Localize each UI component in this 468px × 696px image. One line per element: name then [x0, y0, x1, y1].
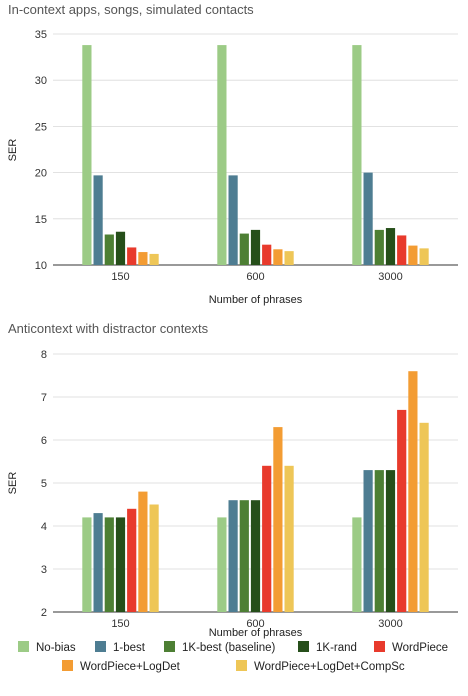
bar [228, 175, 238, 265]
x-axis-label: Number of phrases [209, 627, 303, 639]
chart-1-plot: 10 15 20 25 30 35 SER 150 600 3000 Number of phras… [7, 29, 458, 306]
legend-item-1-best: 1-best [95, 641, 145, 654]
legend-swatch [236, 660, 247, 671]
legend-item-no-bias: No-bias [18, 641, 76, 654]
chart-2-title: Anticontext with distractor contexts [8, 321, 209, 336]
bar [352, 517, 362, 612]
y-axis-label: SER [7, 139, 19, 162]
bar [228, 500, 238, 612]
bar [82, 45, 92, 266]
bar [408, 245, 418, 265]
bar [127, 508, 137, 612]
bar [408, 371, 418, 612]
x-tick-label: 3000 [378, 618, 402, 630]
bar [149, 253, 159, 265]
bar [138, 491, 148, 612]
bar [352, 45, 362, 266]
bar [82, 517, 92, 612]
bar [284, 251, 294, 265]
bar [419, 422, 429, 612]
legend-label: WordPiece [392, 642, 449, 654]
x-tick-label: 150 [111, 618, 129, 630]
y-axis-label: SER [7, 472, 19, 495]
bar [250, 500, 261, 612]
bar [250, 229, 261, 265]
y-tick-label: 4 [41, 521, 47, 533]
legend-label: WordPiece+LogDet+CompSc [254, 661, 405, 673]
bar [374, 470, 384, 612]
legend-label: 1-best [113, 642, 145, 654]
y-tick-label: 5 [41, 478, 47, 490]
x-tick-label: 3000 [378, 271, 402, 283]
legend-label: WordPiece+LogDet [80, 661, 180, 673]
legend-swatch [62, 660, 73, 671]
bar [385, 228, 396, 265]
chart-1-title: In-context apps, songs, simulated contac… [8, 2, 254, 17]
legend-swatch [95, 641, 106, 652]
legend-item-wordpiece: WordPiece [374, 641, 448, 654]
bar [93, 175, 103, 265]
legend-item-wordpiece-logdet-compsc: WordPiece+LogDet+CompSc [236, 660, 405, 673]
bar [115, 517, 126, 612]
y-tick-label: 15 [35, 214, 47, 226]
bar [239, 233, 249, 265]
bar [284, 465, 294, 612]
bar [104, 234, 114, 265]
bar [363, 470, 373, 612]
x-tick-label: 600 [246, 618, 264, 630]
legend-swatch [18, 641, 29, 652]
bar [262, 465, 272, 612]
legend-swatch [164, 641, 175, 652]
y-tick-label: 8 [41, 349, 47, 361]
bar [217, 517, 227, 612]
bar [385, 470, 396, 612]
legend-item-1k-rand: 1K-rand [298, 641, 357, 654]
legend-label: 1K-best (baseline) [182, 642, 276, 654]
legend-label: No-bias [36, 642, 76, 654]
y-tick-label: 10 [35, 260, 47, 272]
legend-item-1k-best: 1K-best (baseline) [164, 641, 275, 654]
legend-label: 1K-rand [316, 642, 357, 654]
y-tick-label: 6 [41, 435, 47, 447]
bar [217, 45, 227, 266]
x-axis-label: Number of phrases [209, 294, 303, 306]
y-tick-label: 35 [35, 29, 47, 41]
bar [397, 235, 407, 265]
x-tick-label: 150 [111, 271, 129, 283]
bar [149, 504, 159, 612]
y-tick-label: 25 [35, 121, 47, 133]
chart-2-plot: 2 3 4 5 6 7 8 SER 150 600 3000 Number of phrases [7, 349, 458, 639]
y-tick-label: 3 [41, 564, 47, 576]
bar [104, 517, 114, 612]
bar [273, 249, 283, 265]
bar [363, 172, 373, 265]
bar [419, 248, 429, 265]
y-tick-label: 7 [41, 392, 47, 404]
bar [262, 244, 272, 265]
y-tick-label: 20 [35, 168, 47, 180]
legend-swatch [298, 641, 309, 652]
legend-swatch [374, 641, 385, 652]
bar [374, 229, 384, 265]
bar [239, 500, 249, 612]
bar [115, 231, 126, 265]
bar [397, 409, 407, 612]
legend-item-wordpiece-logdet: WordPiece+LogDet [62, 660, 180, 673]
bar [127, 247, 137, 265]
bar [93, 513, 103, 612]
x-tick-label: 600 [246, 271, 264, 283]
y-tick-label: 30 [35, 75, 47, 87]
bar [273, 427, 283, 612]
bar [138, 252, 148, 265]
y-tick-label: 2 [41, 607, 47, 619]
